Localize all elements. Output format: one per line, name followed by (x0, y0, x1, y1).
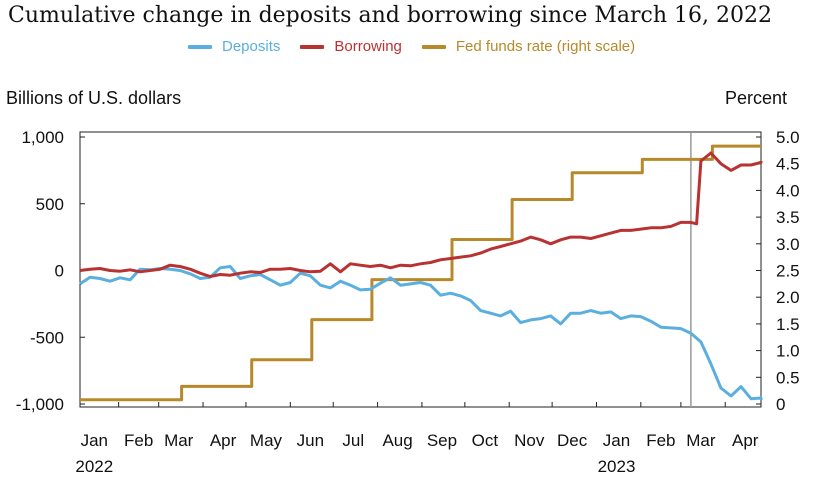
legend-item-fed-funds-rate: Fed funds rate (right scale) (421, 38, 636, 55)
left-axis-tick-label: 1,000 (21, 128, 64, 147)
series-line-deposits (79, 265, 763, 401)
left-axis-tick-label: -1,000 (16, 395, 64, 414)
right-axis-tick-label: 1.0 (776, 342, 800, 361)
x-axis-tick-label: Sep (427, 431, 457, 450)
left-axis-tick-label: 500 (36, 195, 64, 214)
x-axis-year-label: 2023 (598, 457, 636, 476)
x-axis-tick-label: Feb (646, 431, 675, 450)
right-axis-tick-label: 2.5 (776, 262, 800, 281)
right-axis-tick-label: 0.5 (776, 368, 800, 387)
x-axis-tick-label: Apr (732, 431, 759, 450)
left-axis-unit-label: Billions of U.S. dollars (6, 88, 182, 108)
legend-item-deposits: Deposits (188, 38, 280, 55)
x-axis-tick-label: Jul (342, 431, 364, 450)
x-axis-tick-label: Mar (164, 431, 194, 450)
right-axis-unit-label: Percent (724, 88, 787, 108)
legend-label-deposits: Deposits (222, 38, 281, 55)
left-axis-tick-label: -500 (30, 328, 64, 347)
right-axis-tick-label: 4.0 (776, 181, 800, 200)
right-axis-tick-label: 4.5 (776, 155, 800, 174)
x-axis-tick-label: Aug (382, 431, 412, 450)
x-axis-tick-label: Mar (686, 431, 716, 450)
right-axis-tick-label: 2.0 (776, 288, 800, 307)
legend: Deposits Borrowing Fed funds rate (right… (188, 38, 655, 55)
series-line-fed-funds-rate-right-scale (80, 144, 761, 402)
left-axis-tick-label: 0 (55, 262, 64, 281)
legend-item-borrowing: Borrowing (300, 38, 402, 55)
legend-label-borrowing: Borrowing (334, 38, 402, 55)
x-axis-tick-label: Feb (124, 431, 153, 450)
x-axis-tick-label: Jan (81, 431, 108, 450)
x-axis-tick-label: Jun (297, 431, 324, 450)
legend-swatch-deposits (188, 44, 212, 49)
x-axis-tick-label: Oct (472, 431, 499, 450)
right-axis-tick-label: 3.0 (776, 235, 800, 254)
right-axis-tick-label: 3.5 (776, 208, 800, 227)
right-axis-tick-label: 5.0 (776, 128, 800, 147)
right-axis-tick-label: 1.5 (776, 315, 800, 334)
x-axis-tick-label: May (250, 431, 283, 450)
x-axis-year-label: 2022 (75, 457, 113, 476)
x-axis-tick-label: Apr (210, 431, 237, 450)
x-axis-tick-label: Dec (557, 431, 588, 450)
x-axis-tick-label: Nov (514, 431, 545, 450)
chart-title: Cumulative change in deposits and borrow… (8, 3, 772, 28)
legend-label-fed-funds-rate: Fed funds rate (right scale) (455, 38, 636, 55)
x-axis-tick-label: Jan (603, 431, 630, 450)
plot-frame (79, 131, 762, 408)
right-axis-tick-label: 0 (776, 395, 785, 414)
legend-swatch-borrowing (300, 44, 325, 49)
series-line-borrowing (79, 151, 763, 278)
legend-swatch-fed-funds-rate (421, 44, 446, 49)
